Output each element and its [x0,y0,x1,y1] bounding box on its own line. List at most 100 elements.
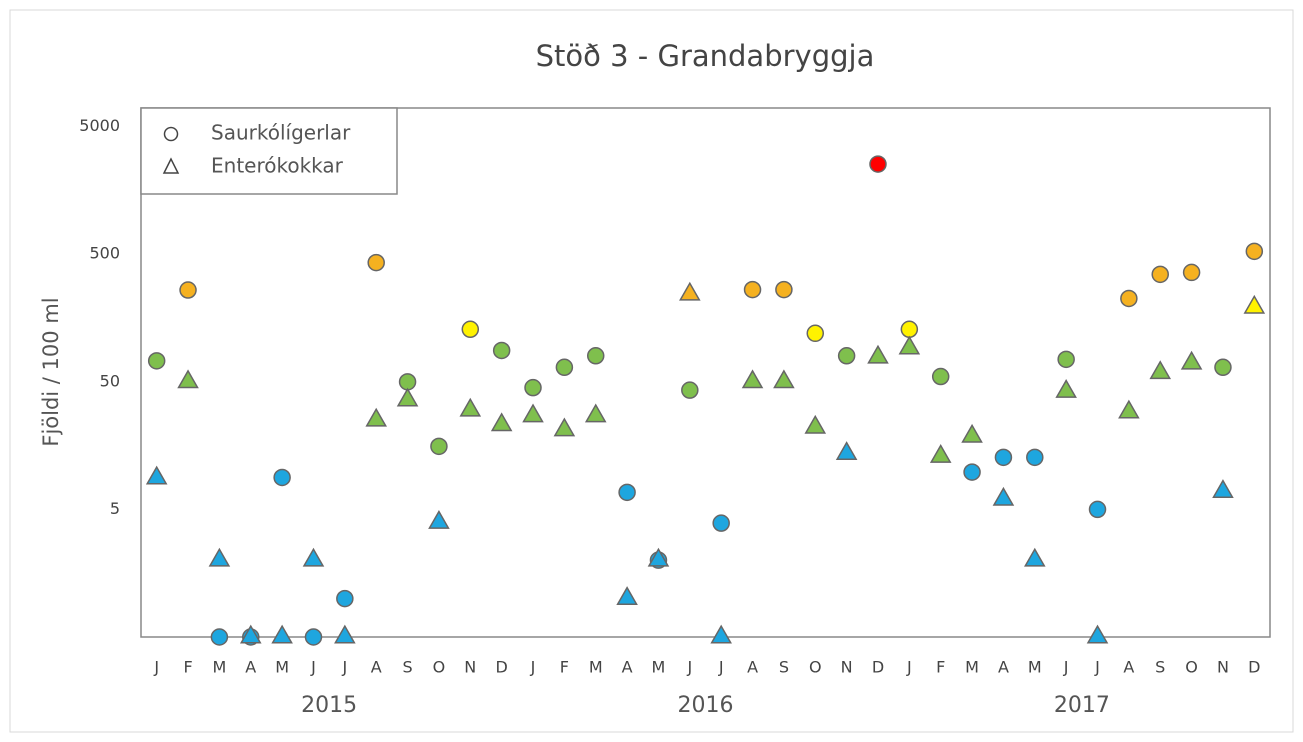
circle-point [336,589,354,608]
circle-point [367,253,385,272]
triangle-point [961,423,983,443]
triangle-point [1212,479,1234,499]
triangle-point [647,547,670,567]
triangle-point [396,387,419,407]
circle-point [273,468,291,487]
legend-label: Saurkólígerlar [211,121,351,145]
triangle-point [239,624,262,644]
circle-point [461,320,480,339]
legend-box [140,107,398,195]
triangle-point [616,586,638,606]
circle-point [430,437,448,456]
legend-label: Enterókokkar [211,154,344,178]
circle-point [492,341,511,360]
x-tick-label: S [1155,658,1165,677]
y-tick-label: 5 [110,499,120,518]
triangle-point [710,624,732,644]
x-tick-label: D [1248,658,1260,677]
x-tick-label: J [1063,658,1069,677]
y-axis-label: Fjöldi / 100 ml [39,297,63,446]
triangle-point [1180,350,1203,370]
legend-symbol [163,126,179,142]
x-tick-label: F [560,658,569,677]
circle-point [1214,358,1232,377]
circle-point [1057,350,1075,369]
x-tick-label: J [153,658,159,677]
circle-point [743,280,762,299]
triangle-point [1118,399,1140,419]
legend-symbol [162,157,180,174]
circle-point [931,367,950,386]
triangle-point [1243,294,1266,314]
x-tick-label: O [1185,658,1198,677]
x-tick-label: J [341,658,347,677]
circle-point [304,628,323,646]
x-tick-label: A [1123,658,1134,677]
x-tick-label: O [809,658,822,677]
triangle-point [804,414,827,434]
x-tick-label: M [275,658,289,677]
x-tick-label: S [779,658,789,677]
x-tick-label: M [652,658,666,677]
triangle-point [177,369,199,389]
triangle-point [929,444,952,463]
circle-point [775,280,793,299]
x-tick-label: S [402,658,412,677]
x-group-label: 2017 [1054,693,1110,718]
triangle-point [208,547,231,567]
y-tick-label: 500 [89,244,120,263]
circle-point [210,628,229,646]
circle-point [524,378,542,397]
x-tick-label: F [936,658,945,677]
triangle-point [835,441,858,461]
circle-point [618,483,636,502]
x-tick-label: O [433,658,446,677]
circle-point [179,281,197,299]
y-tick-label: 50 [100,371,120,390]
triangle-point [1055,379,1077,398]
triangle-point [741,369,764,389]
circle-point [1245,242,1264,261]
x-tick-label: M [212,658,226,677]
triangle-point [553,417,576,437]
chart-title: Stöð 3 - Grandabryggja [536,39,875,73]
circle-point [586,347,605,365]
triangle-point [490,412,513,432]
triangle-point [334,624,356,644]
circle-point [681,381,699,399]
circle-point [994,448,1013,467]
triangle-point [365,407,388,427]
x-group-label: 2015 [301,693,357,718]
triangle-point [1023,547,1046,567]
y-tick-label: 5000 [79,116,120,135]
x-tick-label: J [1094,658,1100,677]
x-tick-label: A [371,658,382,677]
circle-point [1026,448,1044,467]
x-tick-label: N [464,658,476,677]
circle-point [1120,289,1138,308]
x-tick-label: J [906,658,912,677]
triangle-point [898,335,921,355]
x-tick-label: J [718,658,724,677]
triangle-point [428,510,450,529]
circle-point [712,514,730,532]
circle-point [555,358,574,377]
circle-point [1182,263,1201,282]
circle-point [963,463,981,481]
x-tick-label: D [495,658,507,677]
x-tick-label: M [965,658,979,677]
circle-point [1151,265,1169,284]
x-tick-label: D [872,658,884,677]
x-tick-label: A [245,658,256,677]
x-tick-label: N [1217,658,1229,677]
x-tick-label: M [589,658,603,677]
triangle-point [459,397,482,417]
circle-point [398,373,417,391]
triangle-point [522,403,544,423]
circle-point [900,320,919,339]
triangle-point [773,369,795,389]
x-tick-label: A [622,658,633,677]
x-tick-label: A [998,658,1009,677]
x-tick-label: A [747,658,758,677]
